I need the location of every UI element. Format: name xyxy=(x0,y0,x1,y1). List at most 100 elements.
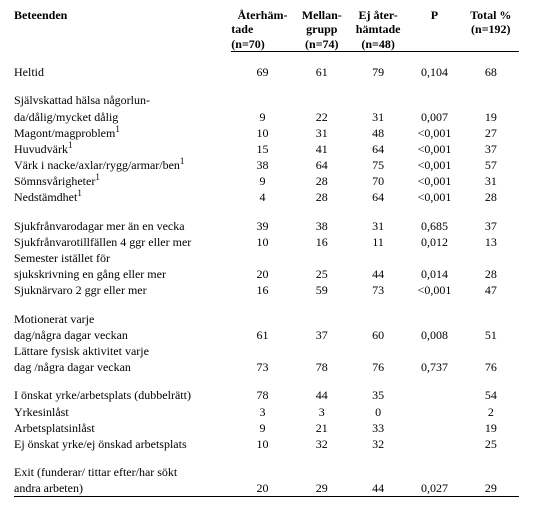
row-label: sjukskrivning en gång eller mer xyxy=(14,266,231,282)
cell: 10 xyxy=(231,234,293,250)
table-row: Heltid 69 61 79 0,104 68 xyxy=(14,64,519,80)
cell: 0,014 xyxy=(406,266,462,282)
cell: 0,737 xyxy=(406,359,462,375)
cell: 25 xyxy=(463,436,519,452)
cell: 10 xyxy=(231,436,293,452)
group-label: Exit (funderar/ tittar efter/har sökt xyxy=(14,464,231,480)
cell: 29 xyxy=(463,480,519,497)
cell: 0,007 xyxy=(406,109,462,125)
cell: 0 xyxy=(350,404,406,420)
col2-line1: Mellan- xyxy=(294,8,350,22)
table-row: Ej önskat yrke/ej önskad arbetsplats 10 … xyxy=(14,436,519,452)
cell: 28 xyxy=(294,189,350,205)
table-page: Beteenden Återhäm- Mellan- Ej åter- P To… xyxy=(0,0,537,507)
cell: 15 xyxy=(231,141,293,157)
group-label: Motionerat varje xyxy=(14,311,231,327)
cell xyxy=(406,420,462,436)
col3-line3: (n=48) xyxy=(350,37,406,52)
cell: 37 xyxy=(463,218,519,234)
data-table: Beteenden Återhäm- Mellan- Ej åter- P To… xyxy=(14,8,519,497)
row-label: Sjukfrånvarotillfällen 4 ggr eller mer xyxy=(14,234,231,250)
row-label: Sjukfrånvarodagar mer än en vecka xyxy=(14,218,231,234)
row-label: Ej önskat yrke/ej önskad arbetsplats xyxy=(14,436,231,452)
table-row: Nedstämdhet1 4 28 64 <0,001 28 xyxy=(14,189,519,205)
cell: 37 xyxy=(294,327,350,343)
cell: 20 xyxy=(231,480,293,497)
cell: 38 xyxy=(294,218,350,234)
row-label: Heltid xyxy=(14,64,231,80)
col1-line1: Återhäm- xyxy=(231,8,293,22)
cell xyxy=(406,387,462,403)
col4-line1: P xyxy=(406,8,462,22)
table-row: Sjukfrånvarodagar mer än en vecka 39 38 … xyxy=(14,218,519,234)
table-row: dag /några dagar veckan 73 78 76 0,737 7… xyxy=(14,359,519,375)
cell: 22 xyxy=(294,109,350,125)
cell: <0,001 xyxy=(406,157,462,173)
cell: <0,001 xyxy=(406,282,462,298)
row-label: da/dålig/mycket dålig xyxy=(14,109,231,125)
cell: 75 xyxy=(350,157,406,173)
table-row: Huvudvärk1 15 41 64 <0,001 37 xyxy=(14,141,519,157)
col-label: Beteenden xyxy=(14,8,231,52)
cell: 0,104 xyxy=(406,64,462,80)
table-body: Heltid 69 61 79 0,104 68 Självskattad hä… xyxy=(14,52,519,497)
cell: 59 xyxy=(294,282,350,298)
group-label: Lättare fysisk aktivitet varje xyxy=(14,343,231,359)
row-label: Sjuknärvaro 2 ggr eller mer xyxy=(14,282,231,298)
cell: 44 xyxy=(350,266,406,282)
cell: 32 xyxy=(294,436,350,452)
col5-line1: Total % xyxy=(463,8,519,22)
cell: 19 xyxy=(463,109,519,125)
table-row: Yrkesinlåst 3 3 0 2 xyxy=(14,404,519,420)
table-row: Sömnsvårigheter1 9 28 70 <0,001 31 xyxy=(14,173,519,189)
table-row: da/dålig/mycket dålig 9 22 31 0,007 19 xyxy=(14,109,519,125)
cell: 73 xyxy=(350,282,406,298)
table-row: sjukskrivning en gång eller mer 20 25 44… xyxy=(14,266,519,282)
cell: 28 xyxy=(294,173,350,189)
cell: 39 xyxy=(231,218,293,234)
cell: 41 xyxy=(294,141,350,157)
col2-line3: (n=74) xyxy=(294,37,350,52)
cell: 31 xyxy=(350,218,406,234)
cell: 31 xyxy=(463,173,519,189)
group-label: Semester istället för xyxy=(14,250,231,266)
cell: 61 xyxy=(231,327,293,343)
row-label: Värk i nacke/axlar/rygg/armar/ben1 xyxy=(14,157,231,173)
cell: 27 xyxy=(463,125,519,141)
cell: <0,001 xyxy=(406,125,462,141)
row-label: Huvudvärk1 xyxy=(14,141,231,157)
cell: 28 xyxy=(463,266,519,282)
cell: 10 xyxy=(231,125,293,141)
cell: 73 xyxy=(231,359,293,375)
cell: 64 xyxy=(350,141,406,157)
row-label: andra arbeten) xyxy=(14,480,231,497)
table-row: andra arbeten) 20 29 44 0,027 29 xyxy=(14,480,519,497)
cell: <0,001 xyxy=(406,189,462,205)
cell: 57 xyxy=(463,157,519,173)
row-label: dag/några dagar veckan xyxy=(14,327,231,343)
cell: 64 xyxy=(350,189,406,205)
cell: 0,008 xyxy=(406,327,462,343)
col5-line2: (n=192) xyxy=(463,22,519,36)
row-label: Nedstämdhet1 xyxy=(14,189,231,205)
cell: 16 xyxy=(294,234,350,250)
cell: 4 xyxy=(231,189,293,205)
cell: 13 xyxy=(463,234,519,250)
cell: <0,001 xyxy=(406,173,462,189)
cell: 0,027 xyxy=(406,480,462,497)
cell: 19 xyxy=(463,420,519,436)
table-row: Sjukfrånvarotillfällen 4 ggr eller mer 1… xyxy=(14,234,519,250)
group-label: Självskattad hälsa någorlun- xyxy=(14,92,231,108)
row-label: dag /några dagar veckan xyxy=(14,359,231,375)
cell: 61 xyxy=(294,64,350,80)
cell: 2 xyxy=(463,404,519,420)
cell: 60 xyxy=(350,327,406,343)
cell: 68 xyxy=(463,64,519,80)
cell: 51 xyxy=(463,327,519,343)
cell: 54 xyxy=(463,387,519,403)
row-label: Magont/magproblem1 xyxy=(14,125,231,141)
cell: 31 xyxy=(350,109,406,125)
cell: 20 xyxy=(231,266,293,282)
cell: 3 xyxy=(231,404,293,420)
col1-line3: (n=70) xyxy=(231,37,293,52)
